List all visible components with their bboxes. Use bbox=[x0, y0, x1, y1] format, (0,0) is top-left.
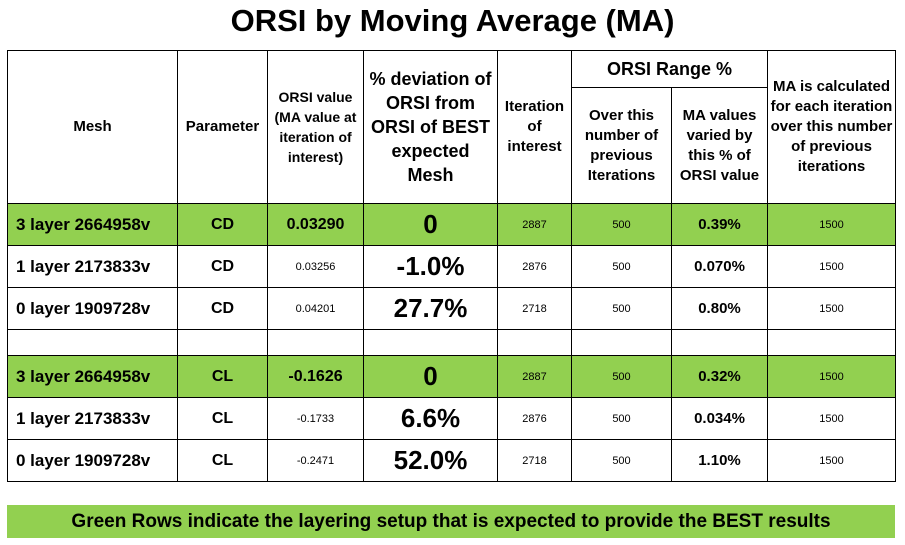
header-orsi-value: ORSI value (MA value at iteration of int… bbox=[267, 50, 364, 204]
footer-note: Green Rows indicate the layering setup t… bbox=[7, 505, 895, 538]
cell-mesh: 3 layer 2664958v bbox=[7, 355, 178, 398]
cell-deviation: 6.6% bbox=[363, 397, 498, 440]
spacer-cell bbox=[671, 329, 768, 356]
table-row: 1 layer 2173833v CD 0.03256 -1.0% 2876 500 0.0… bbox=[7, 245, 896, 288]
cell-ma-calc: 1500 bbox=[767, 355, 896, 398]
cell-iteration: 2887 bbox=[497, 203, 572, 246]
cell-ma-calc: 1500 bbox=[767, 397, 896, 440]
cell-mesh: 0 layer 1909728v bbox=[7, 287, 178, 330]
cell-mesh: 0 layer 1909728v bbox=[7, 439, 178, 482]
table-row: 0 layer 1909728v CD 0.04201 27.7% 2718 500 0.8… bbox=[7, 287, 896, 330]
spacer-cell bbox=[267, 329, 364, 356]
cell-ma-varied: 1.10% bbox=[671, 439, 768, 482]
cell-over-previous: 500 bbox=[571, 245, 672, 288]
cell-over-previous: 500 bbox=[571, 397, 672, 440]
cell-parameter: CD bbox=[177, 203, 268, 246]
cell-orsi-value: 0.03290 bbox=[267, 203, 364, 246]
header-mesh: Mesh bbox=[7, 50, 178, 204]
cell-ma-calc: 1500 bbox=[767, 245, 896, 288]
cell-deviation: 0 bbox=[363, 355, 498, 398]
cell-deviation: 0 bbox=[363, 203, 498, 246]
cell-iteration: 2876 bbox=[497, 397, 572, 440]
table-row: 1 layer 2173833v CL -0.1733 6.6% 2876 500 0.03… bbox=[7, 397, 896, 440]
table-row: 3 layer 2664958v CD 0.03290 0 2887 500 0.39% 15… bbox=[7, 203, 896, 246]
cell-ma-varied: 0.32% bbox=[671, 355, 768, 398]
cell-iteration: 2887 bbox=[497, 355, 572, 398]
spacer-row bbox=[7, 329, 896, 356]
cell-orsi-value: -0.1733 bbox=[267, 397, 364, 440]
table-row: 3 layer 2664958v CL -0.1626 0 2887 500 0.32% 15… bbox=[7, 355, 896, 398]
cell-deviation: -1.0% bbox=[363, 245, 498, 288]
cell-ma-varied: 0.034% bbox=[671, 397, 768, 440]
cell-over-previous: 500 bbox=[571, 203, 672, 246]
spacer-cell bbox=[497, 329, 572, 356]
cell-parameter: CD bbox=[177, 245, 268, 288]
spacer-cell bbox=[7, 329, 178, 356]
header-ma-varied: MA values varied by this % of ORSI value bbox=[671, 87, 768, 204]
cell-ma-varied: 0.39% bbox=[671, 203, 768, 246]
cell-mesh: 3 layer 2664958v bbox=[7, 203, 178, 246]
cell-orsi-value: 0.03256 bbox=[267, 245, 364, 288]
cell-orsi-value: -0.1626 bbox=[267, 355, 364, 398]
cell-parameter: CD bbox=[177, 287, 268, 330]
cell-iteration: 2718 bbox=[497, 439, 572, 482]
cell-ma-calc: 1500 bbox=[767, 287, 896, 330]
cell-mesh: 1 layer 2173833v bbox=[7, 397, 178, 440]
cell-deviation: 52.0% bbox=[363, 439, 498, 482]
header-over-previous: Over this number of previous Iterations bbox=[571, 87, 672, 204]
cell-ma-varied: 0.80% bbox=[671, 287, 768, 330]
spacer-cell bbox=[363, 329, 498, 356]
header-deviation: % deviation of ORSI from ORSI of BEST ex… bbox=[363, 50, 498, 204]
header-ma-calc: MA is calculated for each iteration over… bbox=[767, 50, 896, 204]
cell-orsi-value: 0.04201 bbox=[267, 287, 364, 330]
table-row: 0 layer 1909728v CL -0.2471 52.0% 2718 500 1.1… bbox=[7, 439, 896, 482]
cell-mesh: 1 layer 2173833v bbox=[7, 245, 178, 288]
header-orsi-range: ORSI Range % bbox=[571, 49, 768, 89]
cell-parameter: CL bbox=[177, 397, 268, 440]
header-parameter: Parameter bbox=[177, 50, 268, 204]
cell-ma-varied: 0.070% bbox=[671, 245, 768, 288]
cell-parameter: CL bbox=[177, 355, 268, 398]
orsi-table: Mesh Parameter ORSI value (MA value at i… bbox=[7, 49, 896, 482]
cell-orsi-value: -0.2471 bbox=[267, 439, 364, 482]
spacer-cell bbox=[571, 329, 672, 356]
cell-iteration: 2876 bbox=[497, 245, 572, 288]
cell-over-previous: 500 bbox=[571, 439, 672, 482]
header-iteration: Iteration of interest bbox=[497, 50, 572, 204]
cell-over-previous: 500 bbox=[571, 355, 672, 398]
spacer-cell bbox=[177, 329, 268, 356]
cell-over-previous: 500 bbox=[571, 287, 672, 330]
cell-parameter: CL bbox=[177, 439, 268, 482]
cell-ma-calc: 1500 bbox=[767, 439, 896, 482]
spacer-cell bbox=[767, 329, 896, 356]
cell-ma-calc: 1500 bbox=[767, 203, 896, 246]
cell-iteration: 2718 bbox=[497, 287, 572, 330]
page-title: ORSI by Moving Average (MA) bbox=[230, 3, 675, 38]
cell-deviation: 27.7% bbox=[363, 287, 498, 330]
